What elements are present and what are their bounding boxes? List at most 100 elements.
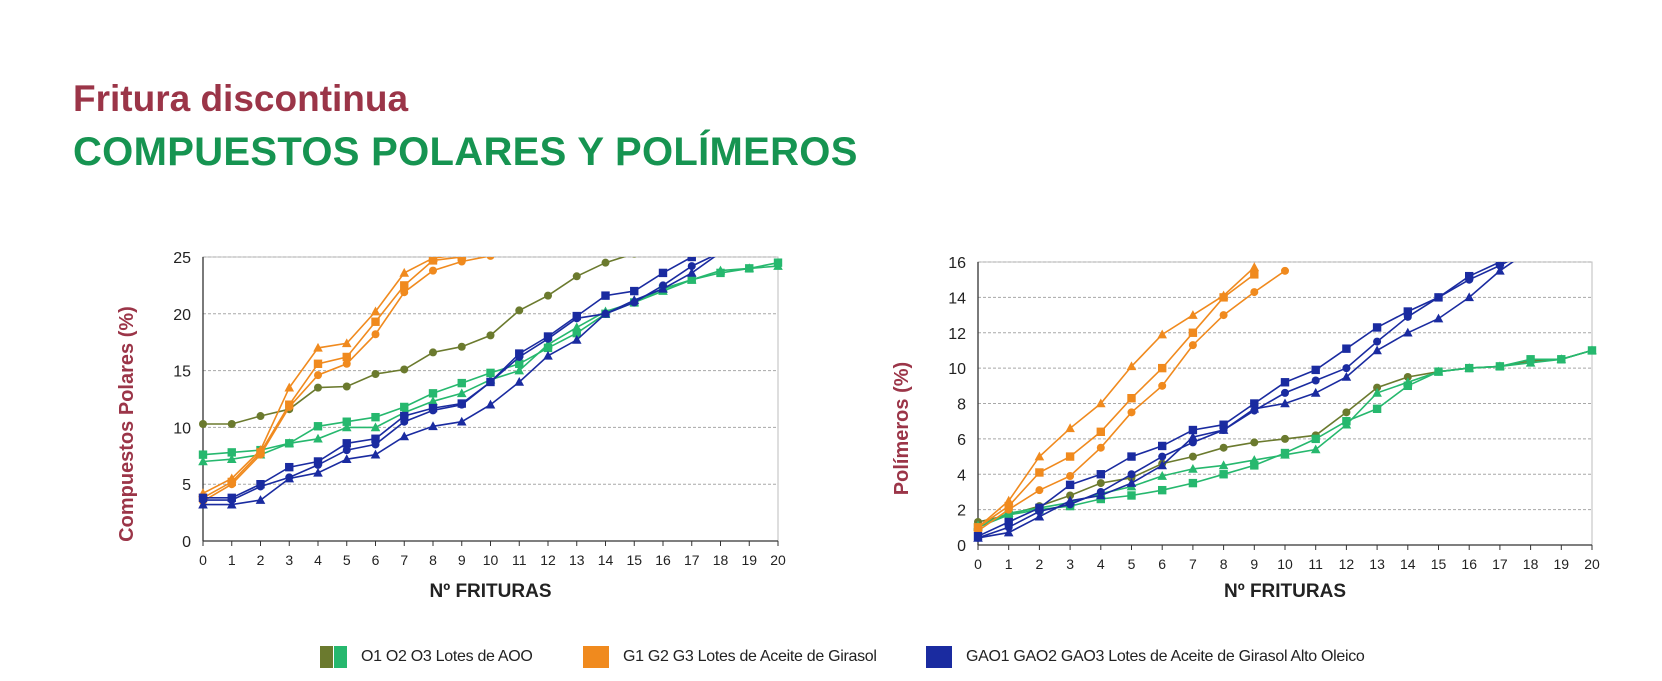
data-point-triangle — [1587, 345, 1597, 355]
x-tick-label: 3 — [1066, 556, 1074, 572]
data-point-circle — [400, 417, 409, 426]
chart-legend: O1 O2 O3 Lotes de AOO G1 G2 G3 Lotes de … — [0, 646, 1662, 670]
data-point-square — [371, 434, 380, 443]
data-point-square — [1127, 393, 1136, 403]
data-point-triangle — [600, 308, 611, 318]
data-point-circle — [486, 257, 495, 260]
x-tick-label: 14 — [1400, 556, 1416, 572]
y-tick-label: 0 — [182, 534, 191, 551]
data-point-square — [1065, 452, 1075, 461]
data-point-square — [1188, 328, 1198, 337]
x-tick-label: 4 — [314, 552, 322, 568]
data-point-triangle — [744, 263, 755, 273]
x-tick-label: 20 — [1584, 556, 1600, 572]
data-point-circle — [1004, 505, 1013, 514]
x-tick-label: 6 — [1158, 556, 1166, 572]
data-point-triangle — [1310, 444, 1321, 454]
data-point-triangle — [543, 339, 553, 349]
data-point-circle — [544, 291, 552, 300]
data-point-triangle — [1403, 327, 1413, 337]
data-point-circle — [342, 359, 351, 368]
data-point-triangle — [1341, 371, 1352, 381]
legend-swatch-aoo-dark — [320, 646, 333, 668]
x-tick-label: 4 — [1097, 556, 1105, 572]
data-point-triangle — [341, 422, 352, 432]
x-tick-label: 9 — [458, 552, 466, 568]
x-tick-label: 2 — [1036, 556, 1044, 572]
data-point-circle — [314, 383, 322, 392]
data-point-circle — [227, 419, 236, 428]
data-point-triangle — [1556, 354, 1567, 364]
data-point-square — [342, 439, 351, 448]
series-line-g-3 — [977, 266, 1255, 528]
legend-label-girasol: G1 G2 G3 Lotes de Aceite de Girasol — [623, 648, 877, 665]
data-point-triangle — [428, 396, 438, 406]
data-point-square — [1250, 270, 1259, 279]
data-point-triangle — [370, 306, 381, 316]
data-point-circle — [1373, 383, 1382, 392]
data-point-square — [486, 368, 495, 378]
x-tick-label: 13 — [569, 552, 585, 568]
data-point-triangle — [571, 322, 582, 332]
x-axis-title: Nº FRITURAS — [1224, 581, 1346, 602]
data-point-triangle — [1126, 478, 1137, 487]
y-axis-title: Compuestos Polares (%) — [116, 306, 138, 542]
data-point-circle — [285, 402, 294, 411]
data-point-triangle — [658, 283, 668, 293]
x-tick-label: 10 — [483, 552, 499, 568]
data-point-triangle — [1218, 425, 1229, 434]
x-tick-label: 12 — [540, 552, 556, 568]
data-point-circle — [1035, 486, 1044, 495]
data-point-square — [313, 359, 323, 368]
data-point-triangle — [686, 267, 697, 277]
data-point-square — [630, 286, 639, 296]
data-point-square — [1219, 420, 1228, 429]
data-point-square — [428, 389, 438, 398]
y-tick-label: 10 — [173, 420, 191, 437]
x-tick-label: 8 — [1220, 556, 1228, 572]
data-point-circle — [1342, 364, 1351, 373]
data-point-triangle — [1495, 361, 1505, 371]
data-point-triangle — [428, 421, 438, 431]
data-point-circle — [1188, 341, 1197, 350]
x-tick-label: 1 — [1005, 556, 1013, 572]
data-point-square — [1127, 452, 1136, 461]
data-point-square — [313, 422, 323, 431]
x-tick-label: 7 — [400, 552, 408, 568]
x-tick-label: 3 — [285, 552, 293, 568]
data-point-square — [1372, 404, 1382, 414]
y-tick-label: 10 — [948, 361, 966, 378]
y-tick-label: 0 — [957, 538, 966, 555]
data-point-triangle — [1403, 377, 1413, 387]
data-point-triangle — [1003, 527, 1014, 537]
data-point-circle — [1465, 275, 1474, 284]
data-point-triangle — [1188, 432, 1198, 441]
data-point-circle — [601, 258, 610, 267]
data-point-circle — [457, 400, 466, 409]
x-tick-label: 8 — [429, 552, 437, 568]
data-point-circle — [400, 365, 409, 374]
x-tick-label: 13 — [1369, 556, 1385, 572]
series-group — [973, 262, 1597, 542]
y-tick-label: 12 — [948, 326, 966, 343]
data-point-square — [1158, 441, 1167, 451]
x-tick-label: 18 — [713, 552, 729, 568]
data-point-triangle — [1372, 345, 1382, 355]
data-point-square — [658, 268, 668, 278]
x-tick-label: 16 — [655, 552, 671, 568]
legend-item-girasol: G1 G2 G3 Lotes de Aceite de Girasol — [583, 646, 877, 668]
data-point-square — [1004, 517, 1013, 527]
data-point-circle — [1403, 312, 1412, 321]
data-point-triangle — [514, 365, 525, 375]
data-point-triangle — [773, 261, 783, 270]
x-tick-label: 15 — [626, 552, 642, 568]
data-point-square — [285, 462, 294, 472]
series-line-g-3 — [202, 257, 450, 495]
data-point-circle — [1066, 472, 1075, 481]
data-point-circle — [199, 419, 207, 428]
data-point-triangle — [1157, 471, 1167, 480]
x-tick-label: 19 — [741, 552, 757, 568]
data-point-circle — [1250, 288, 1259, 297]
data-point-square — [371, 412, 380, 422]
legend-item-aoo: O1 O2 O3 Lotes de AOO — [320, 646, 533, 668]
